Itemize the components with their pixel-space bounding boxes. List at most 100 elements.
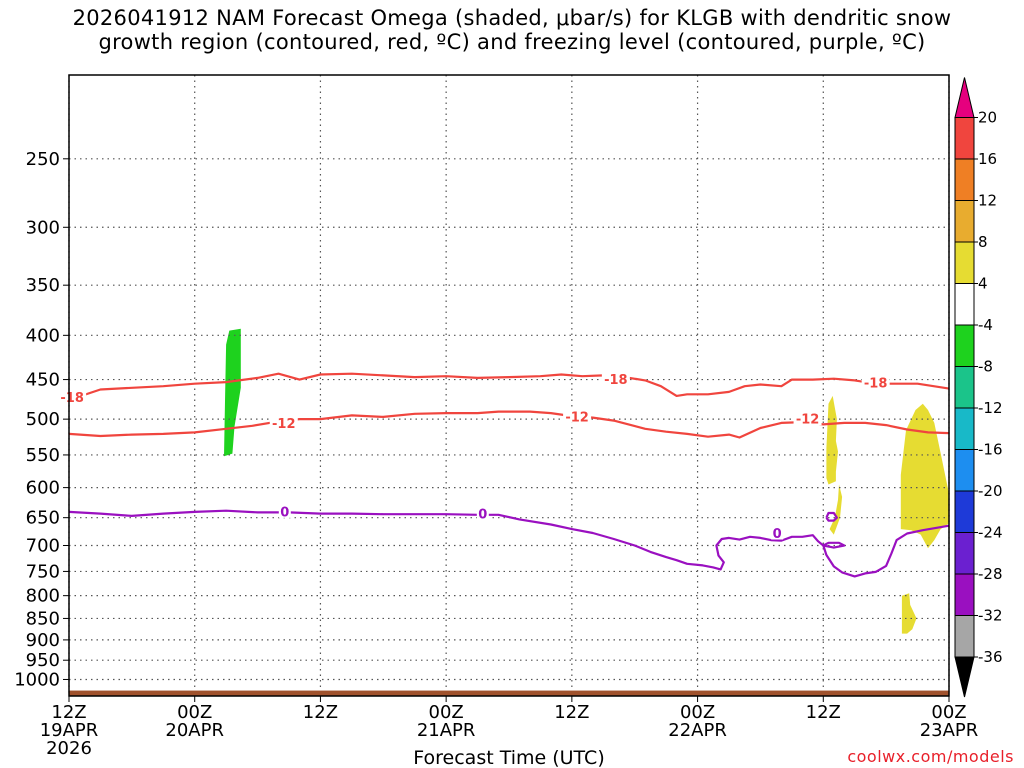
contour-label-bg: [563, 408, 592, 423]
contour-label: -12: [272, 417, 296, 432]
colorbar-box: [954, 200, 975, 243]
y-tick-label: 550: [26, 445, 60, 466]
x-tick-label: 20APR: [165, 720, 224, 741]
x-tick-label: 00Z: [177, 702, 212, 723]
y-tick-label: 950: [26, 650, 60, 671]
colorbar-box: [954, 241, 975, 284]
contour-label: -18: [604, 373, 628, 388]
x-tick-label: 00Z: [429, 702, 464, 723]
y-tick-label: 600: [26, 478, 60, 499]
contour-label-bg: [278, 503, 291, 518]
x-tick-label: 22APR: [668, 720, 727, 741]
contour-label: -12: [565, 410, 589, 425]
y-tick-label: 300: [26, 217, 60, 238]
contour-line--18-0: [68, 372, 950, 401]
colorbar-top-arrow: [954, 77, 975, 118]
credit-text: coolwx.com/models: [847, 747, 1014, 766]
y-tick-label: 700: [26, 536, 60, 557]
contour-label: -18: [60, 391, 84, 406]
colorbar-label: -24: [978, 524, 1003, 542]
colorbar-label: -16: [978, 441, 1003, 459]
colorbar-box: [954, 490, 975, 533]
y-tick-label: 750: [26, 561, 60, 582]
contour-line-closed-3: [825, 511, 839, 522]
chart-title: 2026041912 NAM Forecast Omega (shaded, μ…: [0, 6, 1024, 54]
contour-label-bg: [269, 415, 298, 430]
y-tick-label: 500: [26, 409, 60, 430]
x-tick-label: 00Z: [680, 702, 715, 723]
omega-pos-yellow-1: [826, 395, 838, 485]
contour-label-bg: [793, 411, 822, 426]
contour-label: 0: [478, 508, 487, 523]
contour-label: -12: [796, 413, 820, 428]
plot-frame: [68, 74, 950, 697]
contour-label: 0: [280, 505, 289, 520]
colorbar-label: 8: [978, 233, 988, 251]
contour-label-bg: [771, 525, 784, 540]
x-tick-label: 12Z: [51, 702, 86, 723]
colorbar-label: -20: [978, 482, 1003, 500]
x-tick-label: 21APR: [417, 720, 476, 741]
colorbar-box: [954, 158, 975, 201]
colorbar-label: 4: [978, 275, 988, 293]
omega-neg-green: [224, 328, 241, 457]
omega-pos-yellow-2: [829, 484, 843, 535]
y-axis: 2503003504004505005506006507007508008509…: [14, 149, 69, 690]
colorbar-bottom-arrow: [954, 656, 975, 698]
x-tick-label: 12Z: [303, 702, 338, 723]
contour-label: -18: [864, 376, 888, 391]
contour-label-bg: [476, 506, 489, 521]
grid: [68, 75, 950, 696]
y-tick-label: 400: [26, 325, 60, 346]
colorbar-label: -28: [978, 565, 1003, 583]
y-tick-label: 350: [26, 275, 60, 296]
y-tick-label: 850: [26, 608, 60, 629]
omega-shading: [224, 328, 949, 634]
x-tick-label: 2026: [46, 738, 92, 759]
colorbar-box: [954, 449, 975, 492]
x-tick-label: 12Z: [806, 702, 841, 723]
colorbar-label: -4: [978, 316, 993, 334]
colorbar-box: [954, 573, 975, 616]
omega-pos-yellow-4: [901, 593, 917, 634]
contour-line-0-2: [68, 509, 950, 578]
contour-label-bg: [601, 371, 630, 386]
colorbar-box: [954, 407, 975, 450]
contour-label-bg: [861, 374, 890, 389]
x-tick-label: 00Z: [931, 702, 966, 723]
y-tick-label: 650: [26, 508, 60, 529]
y-tick-label: 800: [26, 586, 60, 607]
contour-label: 0: [773, 527, 782, 542]
colorbar-box: [954, 615, 975, 658]
contour-label-bg: [58, 389, 87, 404]
omega-pos-yellow-3: [900, 403, 949, 549]
colorbar-label: 20: [978, 109, 997, 127]
colorbar-box: [954, 283, 975, 326]
chart-title-line-1: 2026041912 NAM Forecast Omega (shaded, μ…: [72, 6, 952, 30]
colorbar-box: [954, 117, 975, 160]
colorbar-label: 12: [978, 192, 997, 210]
colorbar-label: 16: [978, 150, 997, 168]
x-tick-label: 12Z: [554, 702, 589, 723]
colorbar-label: -32: [978, 607, 1003, 625]
y-tick-label: 250: [26, 149, 60, 170]
colorbar-box: [954, 366, 975, 409]
contour-labels: -18 -18 -18 -12 -12 -12 0 0 0: [58, 371, 890, 542]
chart-title-line-2: growth region (contoured, red, ºC) and f…: [98, 30, 926, 54]
x-tick-label: 19APR: [40, 720, 99, 741]
colorbar-label: -8: [978, 358, 993, 376]
colorbar-label: -36: [978, 648, 1003, 666]
colorbar-box: [954, 532, 975, 575]
colorbar: 20 16 12 8 4 -4 -8 -12 -16 -20 -24 -28 -32 -36: [954, 77, 1003, 698]
colorbar-box: [954, 324, 975, 367]
y-tick-label: 450: [26, 370, 60, 391]
terrain-fill: [69, 690, 949, 696]
x-tick-label: 23APR: [920, 720, 979, 741]
y-tick-label: 900: [26, 630, 60, 651]
x-axis-label: Forecast Time (UTC): [413, 747, 604, 768]
colorbar-label: -12: [978, 399, 1003, 417]
terrain: [69, 690, 949, 696]
y-tick-label: 1000: [14, 669, 60, 690]
